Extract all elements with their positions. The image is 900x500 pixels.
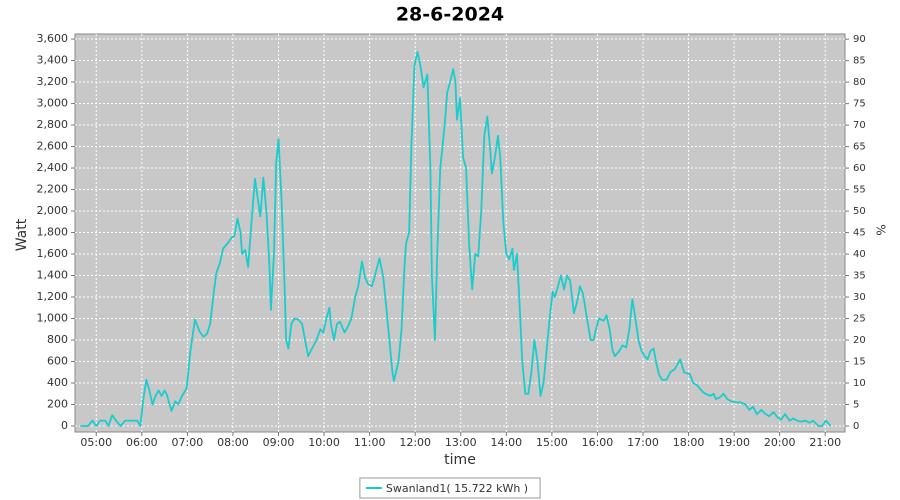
y-tick-label: 1,000: [37, 312, 69, 325]
x-tick-label: 06:00: [126, 436, 158, 449]
y-tick-label: 1,600: [37, 247, 69, 260]
x-tick-label: 10:00: [308, 436, 340, 449]
y-tick-label: 1,400: [37, 269, 69, 282]
y2-tick-label: 5: [853, 399, 859, 410]
y-tick-label: 3,200: [37, 75, 69, 88]
y-tick-label: 800: [47, 333, 68, 346]
y2-tick-label: 50: [853, 206, 866, 217]
x-tick-label: 18:00: [673, 436, 705, 449]
x-tick-label: 20:00: [764, 436, 796, 449]
y2-tick-label: 20: [853, 335, 866, 346]
y-tick-label: 2,600: [37, 140, 69, 153]
legend-box: [359, 477, 541, 499]
y-tick-label: 600: [47, 354, 68, 367]
y-tick-label: 3,400: [37, 54, 69, 67]
x-tick-label: 13:00: [445, 436, 477, 449]
y2-tick-label: 15: [853, 357, 866, 368]
y2-tick-label: 0: [853, 421, 859, 432]
x-tick-label: 09:00: [263, 436, 295, 449]
y2-tick-label: 30: [853, 292, 866, 303]
y2-tick-label: 55: [853, 185, 866, 196]
y2-tick-label: 75: [853, 99, 866, 110]
y-tick-label: 2,400: [37, 161, 69, 174]
y2-tick-label: 60: [853, 163, 866, 174]
x-tick-label: 12:00: [399, 436, 431, 449]
y-axis-label: Watt: [14, 218, 30, 251]
y-tick-label: 1,800: [37, 226, 69, 239]
y-tick-label: 3,000: [37, 97, 69, 110]
chart-title: 28-6-2024: [396, 4, 504, 26]
y-tick-label: 2,200: [37, 183, 69, 196]
data-line: [80, 51, 832, 427]
y2-tick-label: 10: [853, 378, 866, 389]
y2-axis-label: %: [874, 224, 888, 235]
y-tick-label: 0: [61, 419, 68, 432]
y2-tick-label: 65: [853, 142, 866, 153]
x-tick-label: 05:00: [80, 436, 112, 449]
y-tick-label: 2,000: [37, 204, 69, 217]
y-tick-label: 200: [47, 397, 68, 410]
x-tick-label: 17:00: [627, 436, 659, 449]
x-tick-label: 15:00: [536, 436, 568, 449]
y2-tick-label: 90: [853, 34, 866, 45]
y2-tick-label: 80: [853, 77, 866, 88]
legend: Swanland1( 15.722 kWh ): [359, 477, 541, 499]
x-axis-label: time: [444, 452, 476, 468]
x-tick-label: 08:00: [217, 436, 249, 449]
x-tick-label: 07:00: [172, 436, 204, 449]
y-tick-label: 2,800: [37, 118, 69, 131]
y-tick-label: 400: [47, 376, 68, 389]
x-tick-label: 19:00: [718, 436, 750, 449]
y-tick-label: 1,200: [37, 290, 69, 303]
x-tick-label: 16:00: [582, 436, 614, 449]
y2-tick-label: 35: [853, 271, 866, 282]
y2-tick-label: 85: [853, 56, 866, 67]
x-tick-label: 21:00: [809, 436, 841, 449]
y2-tick-label: 70: [853, 120, 866, 131]
y-tick-label: 3,600: [37, 32, 69, 45]
y2-tick-label: 25: [853, 314, 866, 325]
y2-tick-label: 40: [853, 249, 866, 260]
y2-tick-label: 45: [853, 228, 866, 239]
x-tick-label: 14:00: [490, 436, 522, 449]
x-tick-label: 11:00: [354, 436, 386, 449]
legend-label: Swanland1( 15.722 kWh ): [386, 482, 528, 495]
